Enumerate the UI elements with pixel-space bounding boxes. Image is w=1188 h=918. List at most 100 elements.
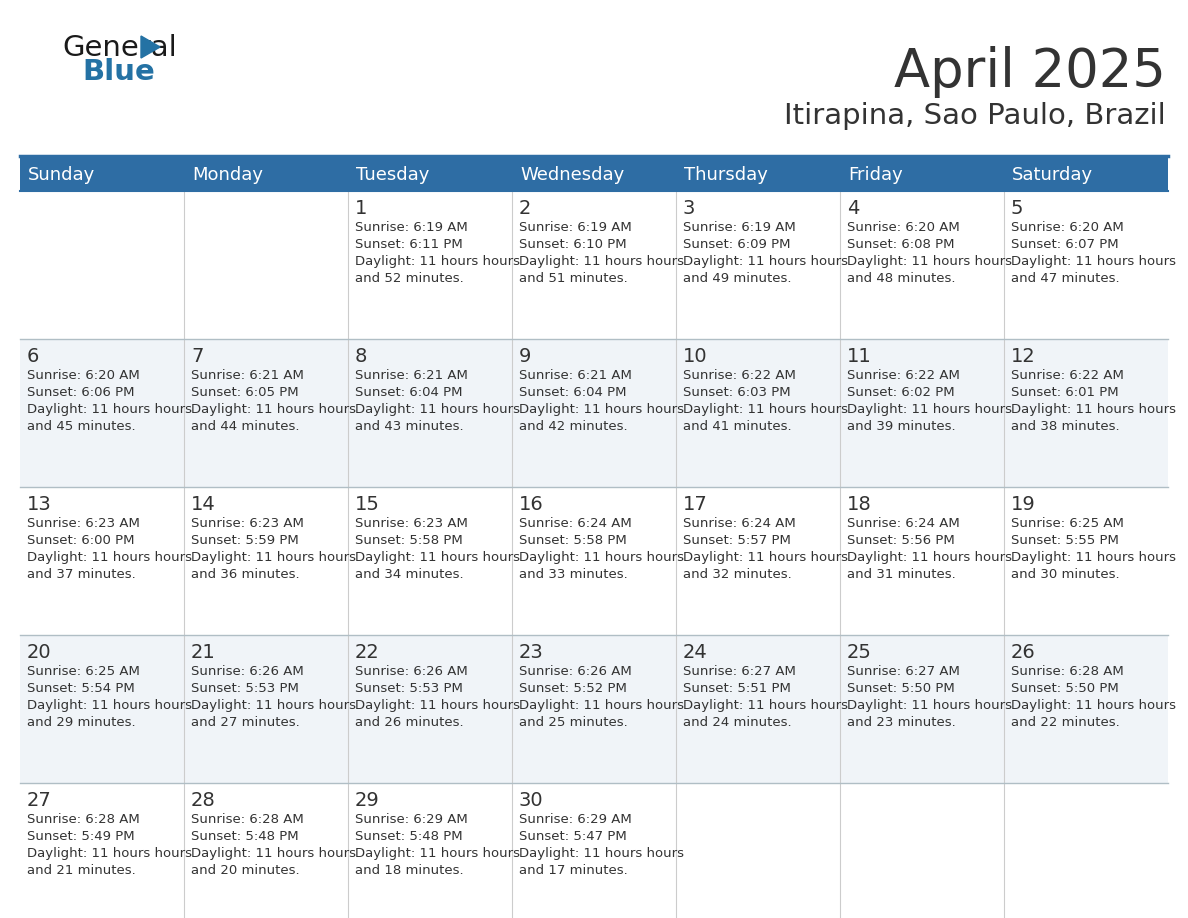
Text: Sunset: 6:04 PM: Sunset: 6:04 PM: [519, 386, 626, 399]
Text: Sunset: 5:58 PM: Sunset: 5:58 PM: [519, 534, 627, 547]
Text: Sunset: 5:50 PM: Sunset: 5:50 PM: [1011, 682, 1119, 695]
Text: and 20 minutes.: and 20 minutes.: [191, 864, 299, 877]
Text: Daylight: 11 hours hours: Daylight: 11 hours hours: [191, 551, 356, 564]
Text: and 17 minutes.: and 17 minutes.: [519, 864, 627, 877]
Bar: [20, 487, 1168, 635]
Text: 27: 27: [27, 791, 52, 810]
Text: Sunset: 5:48 PM: Sunset: 5:48 PM: [355, 830, 462, 843]
Text: Sunset: 5:52 PM: Sunset: 5:52 PM: [519, 682, 627, 695]
Bar: [20, 339, 1168, 487]
Text: Daylight: 11 hours hours: Daylight: 11 hours hours: [847, 403, 1012, 416]
Text: and 44 minutes.: and 44 minutes.: [191, 420, 299, 433]
Text: 2: 2: [519, 199, 531, 218]
Text: and 52 minutes.: and 52 minutes.: [355, 272, 463, 285]
Text: Sunset: 5:58 PM: Sunset: 5:58 PM: [355, 534, 463, 547]
Text: Sunrise: 6:21 AM: Sunrise: 6:21 AM: [191, 369, 304, 382]
Bar: [20, 158, 1168, 191]
Text: 24: 24: [683, 643, 708, 662]
Text: Sunrise: 6:23 AM: Sunrise: 6:23 AM: [355, 517, 468, 530]
Text: and 49 minutes.: and 49 minutes.: [683, 272, 791, 285]
Text: 25: 25: [847, 643, 872, 662]
Text: Sunrise: 6:22 AM: Sunrise: 6:22 AM: [847, 369, 960, 382]
Text: 20: 20: [27, 643, 51, 662]
Text: Sunrise: 6:28 AM: Sunrise: 6:28 AM: [27, 813, 140, 826]
Text: Sunset: 5:59 PM: Sunset: 5:59 PM: [191, 534, 298, 547]
Text: and 39 minutes.: and 39 minutes.: [847, 420, 955, 433]
Text: Sunset: 6:07 PM: Sunset: 6:07 PM: [1011, 238, 1119, 251]
Text: Sunrise: 6:25 AM: Sunrise: 6:25 AM: [27, 665, 140, 678]
Text: 21: 21: [191, 643, 216, 662]
Text: Sunset: 6:05 PM: Sunset: 6:05 PM: [191, 386, 298, 399]
Text: and 33 minutes.: and 33 minutes.: [519, 568, 627, 581]
Text: April 2025: April 2025: [895, 46, 1165, 98]
Text: 28: 28: [191, 791, 216, 810]
Text: Daylight: 11 hours hours: Daylight: 11 hours hours: [683, 699, 848, 712]
Text: and 32 minutes.: and 32 minutes.: [683, 568, 791, 581]
Text: Daylight: 11 hours hours: Daylight: 11 hours hours: [355, 847, 520, 860]
Text: Sunrise: 6:19 AM: Sunrise: 6:19 AM: [519, 221, 632, 234]
Text: Sunset: 5:55 PM: Sunset: 5:55 PM: [1011, 534, 1119, 547]
Text: Daylight: 11 hours hours: Daylight: 11 hours hours: [27, 551, 192, 564]
Bar: [20, 191, 1168, 339]
Text: Sunrise: 6:29 AM: Sunrise: 6:29 AM: [519, 813, 632, 826]
Text: and 43 minutes.: and 43 minutes.: [355, 420, 463, 433]
Text: Sunrise: 6:20 AM: Sunrise: 6:20 AM: [1011, 221, 1124, 234]
Text: and 34 minutes.: and 34 minutes.: [355, 568, 463, 581]
Text: and 47 minutes.: and 47 minutes.: [1011, 272, 1119, 285]
Text: 18: 18: [847, 495, 872, 514]
Text: and 21 minutes.: and 21 minutes.: [27, 864, 135, 877]
Text: Sunrise: 6:21 AM: Sunrise: 6:21 AM: [519, 369, 632, 382]
Text: and 45 minutes.: and 45 minutes.: [27, 420, 135, 433]
Text: Sunset: 6:11 PM: Sunset: 6:11 PM: [355, 238, 463, 251]
Text: Daylight: 11 hours hours: Daylight: 11 hours hours: [519, 403, 684, 416]
Text: Daylight: 11 hours hours: Daylight: 11 hours hours: [27, 847, 192, 860]
Text: Sunday: Sunday: [29, 165, 95, 184]
Text: and 25 minutes.: and 25 minutes.: [519, 716, 627, 729]
Text: Sunset: 6:06 PM: Sunset: 6:06 PM: [27, 386, 134, 399]
Text: and 42 minutes.: and 42 minutes.: [519, 420, 627, 433]
Text: 30: 30: [519, 791, 544, 810]
Bar: [20, 635, 1168, 783]
Text: Sunset: 6:01 PM: Sunset: 6:01 PM: [1011, 386, 1119, 399]
Text: 4: 4: [847, 199, 859, 218]
Text: Wednesday: Wednesday: [520, 165, 624, 184]
Text: Daylight: 11 hours hours: Daylight: 11 hours hours: [847, 699, 1012, 712]
Text: Sunrise: 6:24 AM: Sunrise: 6:24 AM: [847, 517, 960, 530]
Text: Daylight: 11 hours hours: Daylight: 11 hours hours: [191, 847, 356, 860]
Text: Blue: Blue: [82, 58, 154, 86]
Text: Sunset: 6:03 PM: Sunset: 6:03 PM: [683, 386, 791, 399]
Text: Sunrise: 6:20 AM: Sunrise: 6:20 AM: [847, 221, 960, 234]
Text: 3: 3: [683, 199, 695, 218]
Bar: [20, 783, 1168, 918]
Text: Daylight: 11 hours hours: Daylight: 11 hours hours: [1011, 403, 1176, 416]
Text: Daylight: 11 hours hours: Daylight: 11 hours hours: [847, 551, 1012, 564]
Text: Sunset: 5:47 PM: Sunset: 5:47 PM: [519, 830, 627, 843]
Text: Sunrise: 6:25 AM: Sunrise: 6:25 AM: [1011, 517, 1124, 530]
Text: Sunset: 6:08 PM: Sunset: 6:08 PM: [847, 238, 954, 251]
Text: and 38 minutes.: and 38 minutes.: [1011, 420, 1119, 433]
Text: and 48 minutes.: and 48 minutes.: [847, 272, 955, 285]
Text: Sunrise: 6:26 AM: Sunrise: 6:26 AM: [355, 665, 468, 678]
Text: Daylight: 11 hours hours: Daylight: 11 hours hours: [355, 403, 520, 416]
Text: and 31 minutes.: and 31 minutes.: [847, 568, 956, 581]
Text: Sunset: 5:48 PM: Sunset: 5:48 PM: [191, 830, 298, 843]
Text: Sunrise: 6:21 AM: Sunrise: 6:21 AM: [355, 369, 468, 382]
Text: Sunset: 5:54 PM: Sunset: 5:54 PM: [27, 682, 134, 695]
Text: Saturday: Saturday: [1012, 165, 1093, 184]
Text: Sunrise: 6:27 AM: Sunrise: 6:27 AM: [847, 665, 960, 678]
Text: Thursday: Thursday: [684, 165, 767, 184]
Text: 26: 26: [1011, 643, 1036, 662]
Text: Daylight: 11 hours hours: Daylight: 11 hours hours: [355, 699, 520, 712]
Text: Sunset: 5:53 PM: Sunset: 5:53 PM: [355, 682, 463, 695]
Text: 22: 22: [355, 643, 380, 662]
Text: Sunrise: 6:22 AM: Sunrise: 6:22 AM: [683, 369, 796, 382]
Text: Sunrise: 6:24 AM: Sunrise: 6:24 AM: [683, 517, 796, 530]
Text: 23: 23: [519, 643, 544, 662]
Text: 7: 7: [191, 347, 203, 366]
Text: 8: 8: [355, 347, 367, 366]
Text: Sunset: 5:56 PM: Sunset: 5:56 PM: [847, 534, 955, 547]
Text: Sunrise: 6:23 AM: Sunrise: 6:23 AM: [191, 517, 304, 530]
Text: Daylight: 11 hours hours: Daylight: 11 hours hours: [191, 699, 356, 712]
Text: 10: 10: [683, 347, 708, 366]
Text: Sunset: 6:00 PM: Sunset: 6:00 PM: [27, 534, 134, 547]
